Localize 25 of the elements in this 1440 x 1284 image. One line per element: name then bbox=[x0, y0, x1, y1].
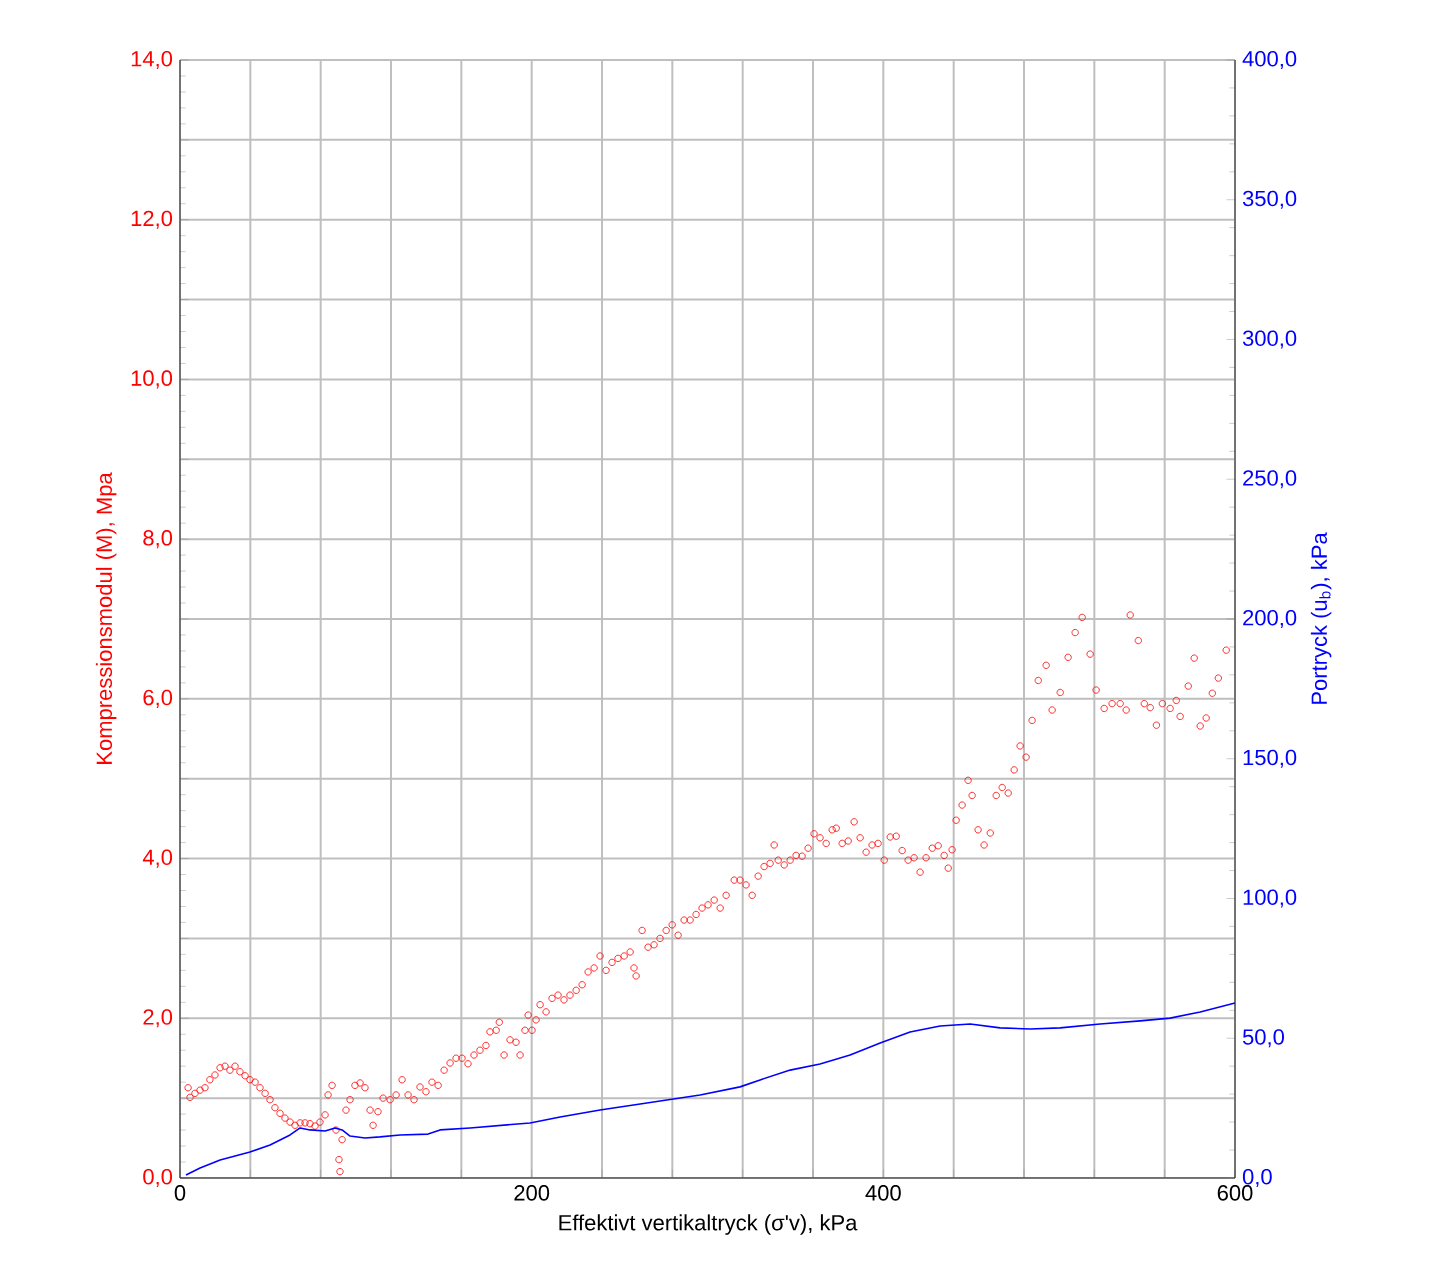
y-tick-label: 14,0 bbox=[131, 50, 173, 70]
y2-tick-label: 300,0 bbox=[1242, 330, 1297, 349]
y-tick-label: 10,0 bbox=[131, 370, 173, 389]
y2-tick-label: 350,0 bbox=[1242, 190, 1297, 209]
y-axis-title: Kompressionsmodul (M), Mpa bbox=[95, 472, 117, 764]
y2-tick-label: 150,0 bbox=[1243, 749, 1297, 768]
x-tick-label: 200 bbox=[514, 1185, 550, 1201]
y2-tick-label: 250,0 bbox=[1243, 470, 1297, 489]
x-tick-label: 400 bbox=[865, 1185, 901, 1201]
y2-tick-label: 50,0 bbox=[1242, 1029, 1285, 1048]
y2-tick-label: 100,0 bbox=[1243, 889, 1297, 908]
y2-tick-label: 400,0 bbox=[1242, 50, 1297, 70]
y-tick-label: 8,0 bbox=[143, 530, 173, 549]
y2-axis-title: Portryck (u$_{b}$), kPa bbox=[1310, 532, 1332, 704]
y-tick-label: 12,0 bbox=[131, 210, 173, 229]
x-axis-title: Effektivt vertikaltryck (σ'v), kPa bbox=[559, 1214, 858, 1235]
y-tick-label: 2,0 bbox=[143, 1009, 173, 1028]
y-tick-label: 0,0 bbox=[143, 1168, 173, 1188]
x-tick-label: 600 bbox=[1217, 1185, 1253, 1201]
y2-tick-label: 200,0 bbox=[1243, 609, 1297, 629]
x-tick-label: 0 bbox=[174, 1185, 186, 1201]
y-tick-label: 6,0 bbox=[143, 689, 173, 708]
y-tick-label: 4,0 bbox=[142, 849, 173, 868]
y2-tick-label: 0,0 bbox=[1242, 1168, 1272, 1188]
line-series bbox=[185, 1002, 1236, 1176]
